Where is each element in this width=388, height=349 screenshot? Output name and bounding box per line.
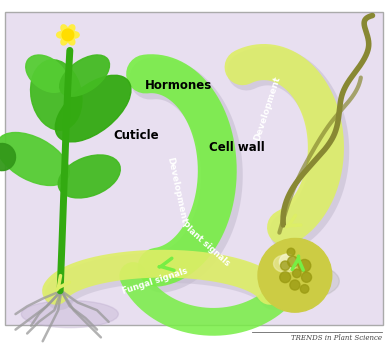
Ellipse shape — [0, 143, 16, 171]
Circle shape — [287, 248, 295, 256]
Circle shape — [258, 238, 332, 312]
Ellipse shape — [68, 25, 75, 33]
Text: TRENDS in Plant Science: TRENDS in Plant Science — [291, 334, 382, 342]
Ellipse shape — [0, 133, 69, 185]
Text: Hormones: Hormones — [145, 79, 212, 92]
Bar — [5, 12, 383, 325]
Ellipse shape — [274, 255, 297, 273]
Ellipse shape — [21, 300, 118, 328]
Circle shape — [62, 29, 74, 41]
Text: Cell wall: Cell wall — [209, 141, 265, 154]
Circle shape — [290, 280, 300, 290]
Circle shape — [301, 272, 312, 282]
Ellipse shape — [68, 37, 75, 45]
Ellipse shape — [71, 32, 79, 38]
Text: Plant signals: Plant signals — [180, 221, 231, 268]
Ellipse shape — [58, 155, 120, 198]
Text: Development: Development — [165, 156, 188, 224]
Ellipse shape — [31, 60, 82, 130]
Ellipse shape — [26, 55, 68, 92]
Circle shape — [288, 256, 298, 267]
Ellipse shape — [57, 32, 65, 38]
Circle shape — [298, 259, 311, 272]
Circle shape — [280, 272, 291, 283]
Text: Development: Development — [253, 75, 282, 142]
Text: Cuticle: Cuticle — [113, 129, 159, 142]
Circle shape — [300, 285, 309, 293]
Ellipse shape — [61, 25, 68, 33]
Ellipse shape — [258, 263, 339, 299]
Ellipse shape — [55, 75, 131, 142]
Circle shape — [279, 254, 295, 269]
Circle shape — [281, 261, 290, 270]
Circle shape — [293, 269, 301, 278]
Ellipse shape — [61, 37, 68, 45]
Text: Fungal signals: Fungal signals — [121, 266, 189, 296]
Ellipse shape — [60, 55, 109, 96]
